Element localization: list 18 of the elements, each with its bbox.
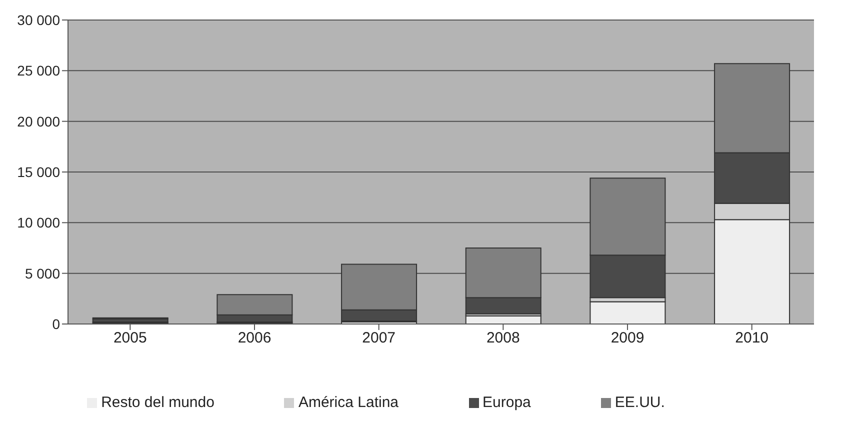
y-tick-label: 30 000 (17, 12, 60, 28)
y-tick-label: 20 000 (17, 113, 60, 130)
y-tick-label: 15 000 (17, 164, 60, 180)
legend-label: América Latina (298, 394, 399, 411)
y-tick-label: 10 000 (17, 214, 60, 231)
y-tick-label: 0 (52, 316, 60, 332)
x-tick-label: 2009 (610, 330, 644, 347)
x-tick-label: 2006 (238, 330, 272, 347)
legend-label: EE.UU. (614, 394, 665, 411)
x-tick-label: 2005 (113, 330, 147, 347)
legend-label: Europa (482, 394, 531, 411)
y-tick-label: 5 000 (24, 265, 60, 282)
x-tick-label: 2010 (735, 330, 769, 347)
bar (590, 301, 666, 324)
x-tick-label: 2008 (486, 330, 520, 347)
legend-label: Resto del mundo (101, 394, 214, 411)
x-tick-label: 2007 (362, 330, 396, 347)
y-tick-label: 25 000 (17, 62, 60, 79)
